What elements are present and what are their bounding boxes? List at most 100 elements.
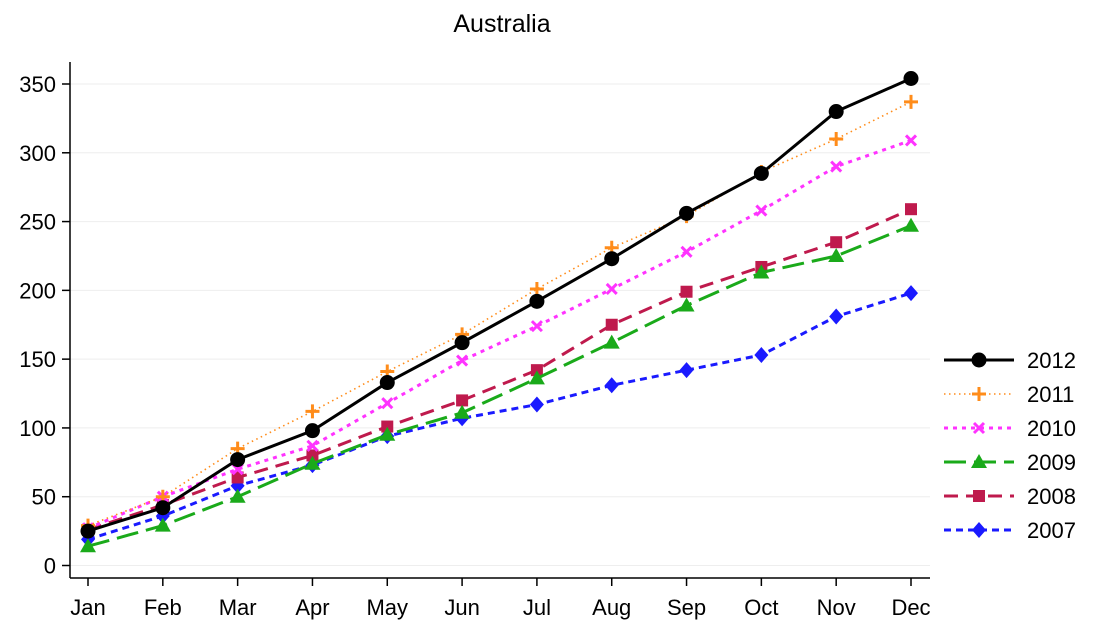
- legend-marker-2009: [971, 454, 987, 468]
- y-tick-label: 250: [19, 210, 56, 235]
- series-line-2010: [87, 138, 912, 530]
- data-point-2012: [604, 251, 620, 267]
- legend-label-2008: 2008: [1027, 484, 1076, 509]
- data-point-2008: [381, 420, 394, 433]
- x-tick-label: Sep: [667, 595, 706, 620]
- legend-marker-2011: [972, 387, 986, 401]
- legend-label-2010: 2010: [1027, 416, 1076, 441]
- data-point-2009: [603, 334, 620, 349]
- legend-label-2011: 2011: [1027, 382, 1074, 407]
- y-tick-label: 100: [19, 416, 56, 441]
- data-point-2008: [605, 318, 618, 331]
- data-point-2009: [678, 297, 695, 312]
- x-tick-label: Aug: [592, 595, 631, 620]
- series-line-2009: [87, 224, 912, 548]
- legend-marker-2010: [972, 421, 986, 435]
- data-point-2011: [305, 404, 320, 419]
- data-point-2008: [456, 394, 469, 407]
- legend-marker-2012: [971, 352, 987, 368]
- data-point-2010: [904, 134, 918, 147]
- data-point-2012: [828, 104, 844, 120]
- series-line-2007: [87, 291, 912, 541]
- data-point-2012: [379, 375, 395, 391]
- data-point-2007: [155, 507, 170, 524]
- data-point-2008: [680, 285, 693, 298]
- data-point-2009: [528, 370, 545, 385]
- axes: 0 50 100 150 200 250 300 350 Jan Feb Mar Apr May Jun J…: [19, 62, 931, 620]
- data-point-2007: [604, 377, 619, 394]
- data-point-2010: [456, 354, 469, 367]
- data-point-2011: [529, 281, 544, 296]
- data-point-2011: [829, 132, 844, 147]
- data-point-2012: [679, 205, 695, 221]
- series-line-2012: [87, 77, 912, 533]
- x-tick-label: Jul: [523, 595, 551, 620]
- data-point-2009: [379, 426, 396, 441]
- chart-title: Australia: [453, 10, 550, 38]
- legend-item-2010: 2010: [944, 416, 1076, 441]
- x-tick-label: Dec: [891, 595, 930, 620]
- data-point-2012: [304, 423, 320, 439]
- legend-marker-2008: [973, 490, 985, 502]
- legend-label-2012: 2012: [1027, 348, 1076, 373]
- data-point-2009: [304, 455, 321, 470]
- data-point-2007: [679, 362, 694, 379]
- data-point-2010: [381, 397, 394, 410]
- data-point-2009: [753, 264, 770, 279]
- y-tick-label: 350: [19, 72, 56, 97]
- x-tick-label: Mar: [219, 595, 257, 620]
- series-2011: [81, 94, 918, 533]
- data-point-2008: [905, 203, 917, 216]
- gridlines: [70, 83, 930, 566]
- x-tick-label: Jun: [444, 595, 479, 620]
- legend-marker-2007: [972, 522, 986, 538]
- series-lines: [80, 70, 919, 553]
- y-tick-label: 150: [19, 347, 56, 372]
- data-point-2007: [754, 347, 769, 364]
- x-tick-label: Nov: [817, 595, 856, 620]
- data-point-2009: [903, 217, 919, 232]
- data-point-2008: [830, 236, 843, 249]
- series-line-2011: [87, 101, 912, 527]
- data-point-2010: [306, 439, 319, 452]
- data-point-2011: [904, 94, 918, 109]
- legend-item-2009: 2009: [944, 450, 1076, 475]
- data-point-2012: [529, 293, 545, 309]
- data-point-2012: [155, 500, 171, 516]
- data-point-2009: [154, 517, 171, 532]
- data-point-2008: [530, 364, 543, 377]
- data-point-2010: [605, 282, 618, 296]
- series-line-2008: [87, 207, 912, 532]
- legend-item-2008: 2008: [944, 484, 1076, 509]
- data-point-2012: [230, 452, 246, 468]
- data-point-2010: [830, 160, 843, 173]
- data-point-2009: [828, 247, 845, 262]
- x-tick-label: Apr: [295, 595, 329, 620]
- legend-label-2007: 2007: [1027, 518, 1076, 543]
- data-point-2008: [306, 449, 319, 462]
- legend: 2012 2011 2010 2009 2008 2007: [944, 348, 1076, 543]
- legend-item-2012: 2012: [944, 348, 1076, 373]
- x-tick-label: Oct: [744, 595, 778, 620]
- data-point-2009: [80, 538, 96, 553]
- legend-label-2009: 2009: [1027, 450, 1076, 475]
- data-point-2012: [753, 165, 769, 181]
- data-point-2010: [755, 204, 768, 217]
- data-point-2010: [680, 245, 693, 258]
- y-tick-label: 200: [19, 278, 56, 303]
- data-point-2012: [454, 335, 470, 351]
- y-tick-label: 50: [32, 485, 56, 510]
- data-point-2007: [829, 308, 844, 325]
- series-2012: [80, 70, 919, 539]
- x-tick-label: Feb: [144, 595, 182, 620]
- x-tick-label: Jan: [70, 595, 105, 620]
- data-point-2007: [904, 285, 918, 302]
- data-point-2008: [231, 471, 244, 484]
- data-point-2009: [454, 404, 471, 419]
- series-2010: [81, 134, 918, 535]
- data-point-2012: [80, 523, 96, 539]
- series-2009: [80, 217, 919, 553]
- legend-item-2011: 2011: [944, 382, 1074, 407]
- y-tick-label: 0: [44, 554, 56, 579]
